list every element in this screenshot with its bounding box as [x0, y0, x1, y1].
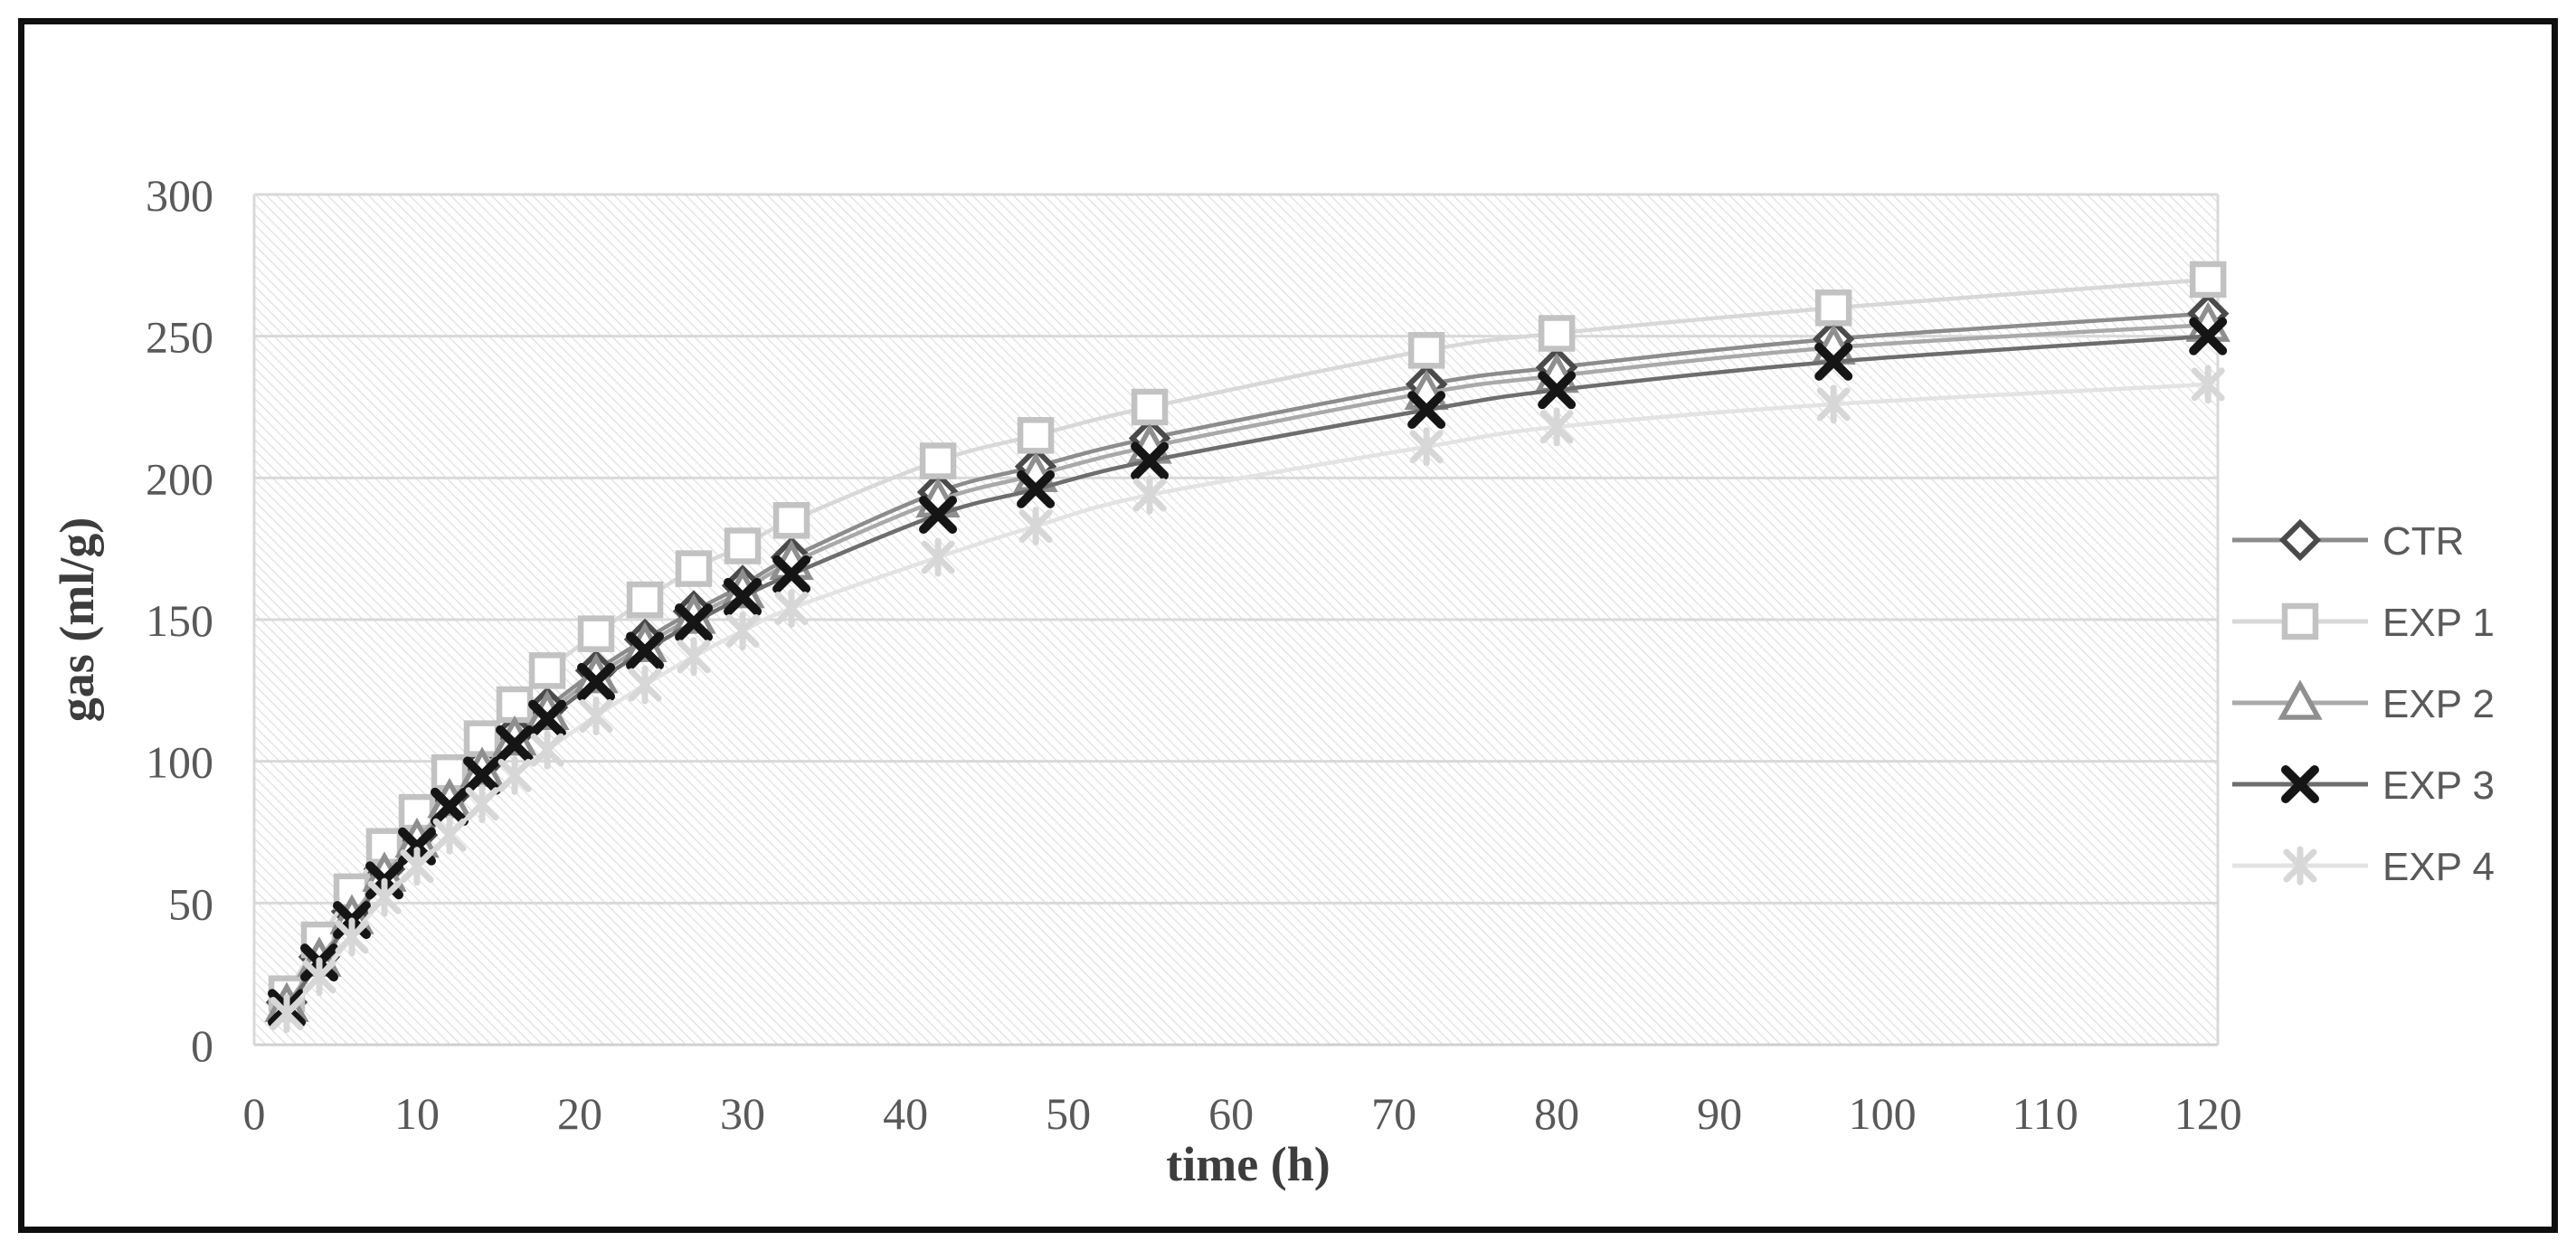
y-axis-title: gas (ml/g) [50, 517, 104, 722]
x-tick-label-110: 110 [2012, 1088, 2079, 1139]
star-marker [530, 730, 564, 770]
legend-item-exp-2: EXP 2 [2232, 679, 2495, 726]
x-tick-label-100: 100 [1849, 1088, 1917, 1139]
square-marker [626, 581, 664, 619]
figure-border [18, 18, 2558, 1233]
legend-item-exp-1: EXP 1 [2232, 601, 2495, 645]
star-marker [400, 847, 434, 886]
x-marker [1407, 391, 1446, 430]
x-tick-label-60: 60 [1208, 1088, 1254, 1139]
square-marker [724, 527, 762, 564]
star-marker [774, 588, 809, 628]
x-marker [577, 662, 616, 701]
y-tick-label-0: 0 [191, 1020, 213, 1071]
y-axis-tick-labels: 0 50 100 150 200 250 300 [146, 170, 213, 1071]
x-marker [2189, 317, 2228, 355]
star-marker [579, 697, 613, 736]
star-marker [367, 877, 402, 917]
x-tick-label-70: 70 [1371, 1088, 1416, 1139]
star-marker [677, 637, 711, 677]
x-marker [1538, 371, 1577, 410]
square-marker [1407, 332, 1445, 369]
star-marker [335, 917, 369, 957]
x-marker [626, 631, 665, 670]
x-marker [1017, 469, 1056, 508]
y-tick-label-250: 250 [146, 312, 213, 363]
star-marker [2191, 365, 2225, 404]
legend-label: CTR [2382, 519, 2464, 564]
x-marker [724, 577, 762, 616]
square-marker [2189, 261, 2227, 299]
square-marker [919, 442, 957, 479]
square-marker [2281, 602, 2319, 640]
x-tick-label-30: 30 [720, 1088, 765, 1139]
star-marker [725, 611, 760, 651]
star-marker [921, 537, 955, 577]
x-tick-label-20: 20 [557, 1088, 602, 1139]
x-marker [772, 554, 811, 593]
star-marker [1539, 407, 1574, 447]
square-marker [528, 652, 566, 689]
legend-label: EXP 3 [2382, 763, 2495, 808]
square-marker [772, 502, 810, 539]
x-axis-title: time (h) [1166, 1137, 1330, 1191]
series-exp-1 [268, 261, 2227, 1012]
legend-label: EXP 1 [2382, 601, 2495, 645]
x-marker [431, 787, 469, 826]
star-marker [1816, 384, 1851, 424]
x-marker [2281, 765, 2319, 803]
y-tick-label-100: 100 [146, 737, 213, 788]
star-marker [302, 957, 336, 997]
legend-item-exp-3: EXP 3 [2232, 763, 2495, 808]
star-marker [497, 755, 532, 795]
legend-label: EXP 4 [2382, 845, 2495, 889]
star-marker [432, 815, 467, 855]
x-tick-label-50: 50 [1046, 1088, 1091, 1139]
star-marker [1018, 507, 1053, 546]
legend-label: EXP 2 [2382, 682, 2495, 726]
x-tick-label-0: 0 [243, 1088, 266, 1139]
series-exp-4 [270, 365, 2225, 1034]
x-tick-label-90: 90 [1697, 1088, 1742, 1139]
x-tick-label-40: 40 [883, 1088, 928, 1139]
x-marker [1131, 441, 1170, 480]
x-tick-label-10: 10 [394, 1088, 440, 1139]
star-marker [628, 665, 662, 705]
square-marker [496, 686, 534, 724]
x-marker [919, 496, 958, 535]
x-marker [463, 756, 502, 795]
y-tick-label-50: 50 [168, 878, 213, 929]
square-marker [1131, 388, 1169, 426]
series-group [264, 261, 2230, 1034]
y-tick-label-200: 200 [146, 453, 213, 504]
square-marker [1814, 289, 1852, 327]
legend-item-ctr: CTR [2232, 518, 2464, 564]
legend-item-exp-4: EXP 4 [2232, 845, 2495, 889]
y-tick-label-150: 150 [146, 595, 213, 646]
star-marker [2283, 846, 2317, 886]
legend: CTR EXP 1 EXP 2 EXP 3 EXP 4 [2232, 518, 2495, 889]
diamond-marker [2278, 518, 2322, 562]
star-marker [1132, 475, 1167, 515]
square-marker [1538, 315, 1576, 352]
x-axis-tick-labels: 0 10 20 30 40 50 60 70 80 90 100 110 120 [243, 1088, 2242, 1139]
x-marker [1814, 342, 1853, 381]
x-marker [496, 725, 535, 763]
triangle-marker [2278, 679, 2323, 720]
star-marker [1409, 427, 1444, 467]
x-marker [675, 603, 714, 642]
series-exp-3 [268, 317, 2228, 1028]
square-marker [675, 550, 713, 587]
x-tick-label-120: 120 [2174, 1088, 2242, 1139]
x-tick-label-80: 80 [1534, 1088, 1579, 1139]
x-marker [528, 699, 567, 738]
star-marker [270, 994, 304, 1034]
y-tick-label-300: 300 [146, 170, 213, 221]
square-marker [1017, 417, 1055, 454]
star-marker [465, 784, 499, 824]
square-marker [577, 615, 615, 652]
